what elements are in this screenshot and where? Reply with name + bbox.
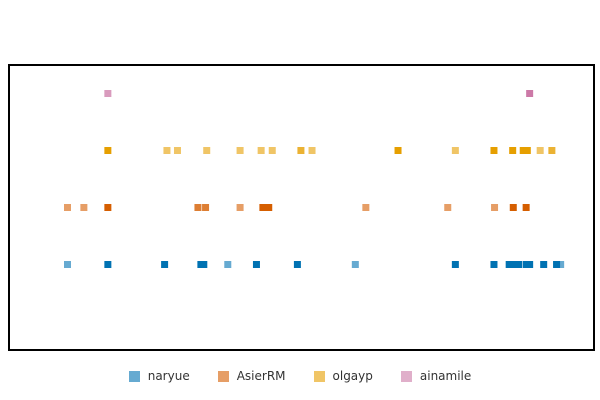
data-point	[224, 261, 232, 268]
data-point	[297, 147, 305, 154]
data-point	[523, 147, 531, 154]
data-point	[308, 147, 316, 154]
data-point	[173, 147, 181, 154]
data-point	[505, 261, 513, 268]
data-point	[80, 204, 88, 211]
series-olgayp	[104, 147, 556, 154]
legend-item: ainamile	[400, 369, 472, 383]
data-point	[104, 147, 112, 154]
data-point	[64, 261, 71, 268]
data-point	[519, 147, 527, 154]
data-point	[236, 204, 244, 211]
data-point	[200, 261, 208, 268]
legend-item: olgayp	[313, 369, 373, 383]
data-point	[451, 261, 459, 268]
data-point	[540, 261, 548, 268]
data-point	[202, 204, 210, 211]
data-point	[351, 261, 359, 268]
series-AsierRM	[64, 204, 530, 211]
legend-swatch	[313, 370, 325, 382]
data-point	[451, 147, 459, 154]
legend-label: AsierRM	[236, 369, 286, 383]
data-point	[236, 147, 244, 154]
data-point	[526, 90, 534, 97]
data-point	[522, 261, 530, 268]
data-point	[104, 261, 112, 268]
legend-label: ainamile	[419, 369, 472, 383]
legend-item: AsierRM	[217, 369, 286, 383]
data-point	[194, 204, 202, 211]
data-point	[394, 147, 402, 154]
data-point	[515, 261, 523, 268]
legend-label: olgayp	[332, 369, 373, 383]
plot-frame	[8, 64, 595, 351]
data-point	[526, 261, 534, 268]
data-point	[509, 204, 517, 211]
data-point	[259, 204, 267, 211]
data-point	[490, 147, 498, 154]
data-point	[491, 204, 499, 211]
data-point	[104, 90, 112, 97]
data-point	[557, 261, 565, 268]
legend: naryue AsierRM olgayp ainamile	[0, 366, 600, 386]
legend-label: naryue	[147, 369, 190, 383]
data-point	[490, 261, 498, 268]
scatter-plot	[8, 64, 595, 351]
data-point	[536, 147, 544, 154]
data-point	[64, 204, 71, 211]
data-point	[362, 204, 370, 211]
series-naryue	[64, 261, 565, 268]
legend-item: naryue	[128, 369, 190, 383]
data-point	[163, 147, 171, 154]
legend-swatch	[400, 370, 412, 382]
data-point	[257, 147, 265, 154]
data-point	[161, 261, 169, 268]
data-point	[444, 204, 452, 211]
data-point	[548, 147, 556, 154]
data-point	[522, 204, 530, 211]
data-point	[268, 147, 276, 154]
data-point	[509, 147, 517, 154]
data-point	[510, 261, 518, 268]
data-point	[203, 147, 211, 154]
data-point	[293, 261, 301, 268]
series-ainamile	[104, 90, 534, 97]
data-point	[104, 204, 112, 211]
legend-swatch	[217, 370, 229, 382]
data-point	[252, 261, 260, 268]
legend-swatch	[128, 370, 140, 382]
data-point	[553, 261, 561, 268]
data-point	[265, 204, 273, 211]
